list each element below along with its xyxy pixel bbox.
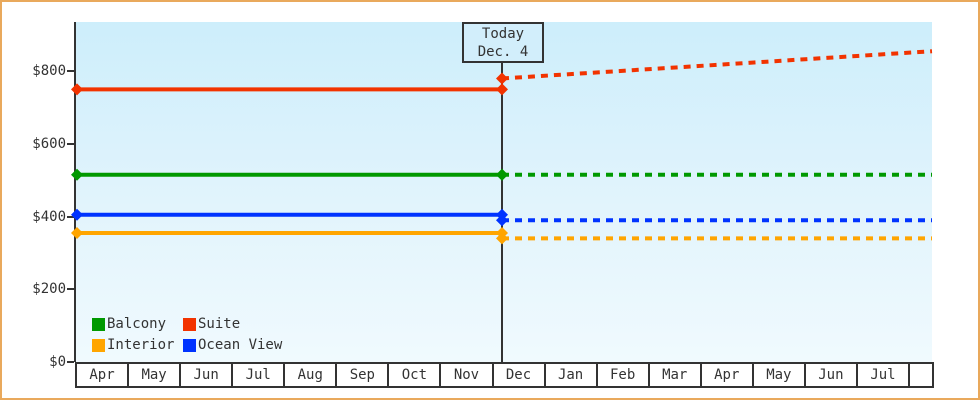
legend-item: Ocean View bbox=[183, 335, 282, 355]
series-start-marker bbox=[71, 83, 83, 96]
today-date-label: Dec. 4 bbox=[477, 44, 529, 60]
legend-color-swatch-icon bbox=[92, 317, 105, 331]
legend-label: Suite bbox=[198, 316, 241, 332]
y-tick-mark bbox=[67, 361, 74, 363]
x-axis-month-labels: Apr May Jun Jul Aug Sep Oct Nov Dec Jan Feb Mar Apr M… bbox=[75, 362, 934, 388]
month-cell-empty bbox=[910, 364, 932, 386]
forecast-start-marker bbox=[496, 168, 508, 181]
legend-item: Balcony bbox=[92, 314, 183, 334]
legend-color-swatch-icon bbox=[183, 317, 196, 331]
month-cell: Aug bbox=[285, 364, 338, 386]
y-axis-tick-label: $0 bbox=[49, 354, 66, 370]
legend-color-swatch-icon bbox=[92, 338, 105, 352]
series-start-marker bbox=[71, 168, 83, 181]
today-label: Today bbox=[481, 26, 525, 42]
y-axis-tick-label: $600 bbox=[32, 135, 66, 152]
y-tick-mark bbox=[67, 70, 74, 73]
series-start-marker bbox=[71, 226, 83, 239]
month-cell: Jul bbox=[233, 364, 286, 386]
month-cell: Oct bbox=[389, 364, 442, 386]
month-cell: Mar bbox=[650, 364, 702, 386]
month-cell: May bbox=[129, 364, 182, 386]
forecast-start-marker bbox=[496, 72, 508, 85]
legend-label: Balcony bbox=[107, 316, 167, 332]
month-cell: Feb bbox=[598, 364, 650, 386]
month-cell: Jun bbox=[181, 364, 234, 386]
month-cell: Apr bbox=[702, 364, 754, 386]
month-cell: May bbox=[754, 364, 806, 386]
y-axis-tick-label: $800 bbox=[32, 63, 66, 80]
series-start-marker bbox=[71, 208, 83, 221]
month-cell: Jul bbox=[858, 364, 910, 386]
legend-label: Interior bbox=[107, 337, 175, 353]
y-tick-mark bbox=[67, 142, 74, 145]
past-end-marker bbox=[496, 83, 508, 96]
month-cell: Jun bbox=[806, 364, 858, 386]
month-cell: Apr bbox=[77, 364, 130, 386]
y-axis-line bbox=[74, 22, 76, 362]
y-tick-mark bbox=[67, 288, 74, 291]
month-cell: Dec bbox=[494, 364, 546, 386]
month-cell: Nov bbox=[441, 364, 494, 386]
forecast-start-marker bbox=[496, 232, 508, 245]
y-tick-mark bbox=[67, 215, 74, 218]
forecast-start-marker bbox=[496, 214, 508, 227]
y-axis-tick-label: $400 bbox=[32, 208, 66, 225]
legend-color-swatch-icon bbox=[183, 338, 196, 352]
month-cell: Sep bbox=[337, 364, 390, 386]
legend-item: Interior bbox=[92, 335, 183, 355]
y-axis-tick-label: $200 bbox=[32, 281, 66, 298]
legend-label: Ocean View bbox=[198, 337, 283, 353]
legend-item: Suite bbox=[183, 314, 282, 334]
legend: Balcony Suite Interior Ocean View bbox=[92, 314, 282, 355]
forecast-price-line bbox=[501, 49, 933, 81]
today-annotation-box: Today Dec. 4 bbox=[462, 22, 544, 63]
month-cell: Jan bbox=[546, 364, 598, 386]
